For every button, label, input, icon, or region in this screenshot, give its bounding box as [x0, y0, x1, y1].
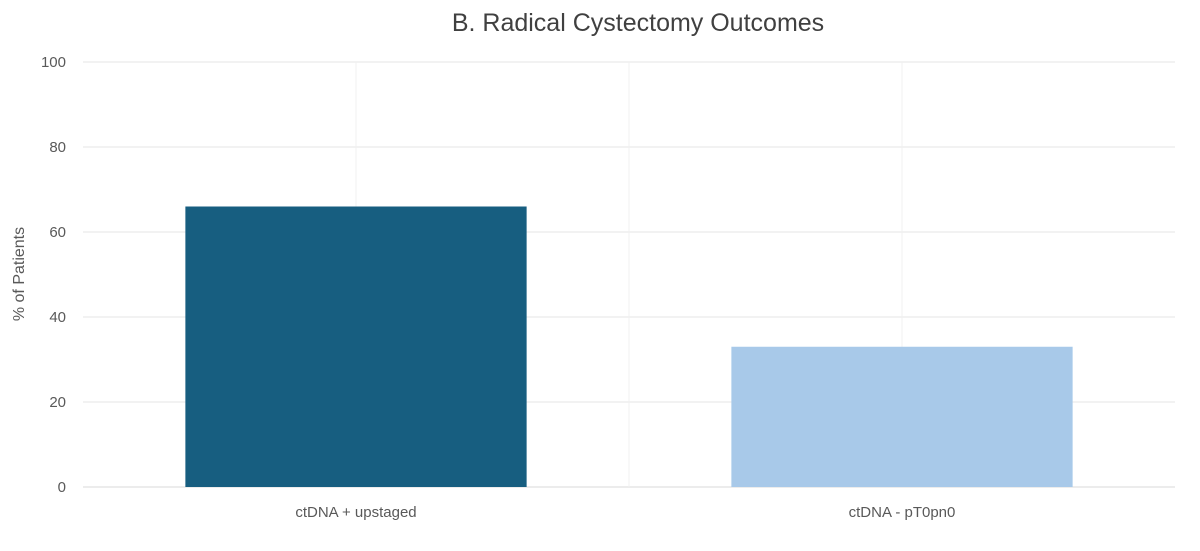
- bars: [185, 206, 1073, 487]
- y-tick-label: 0: [58, 479, 66, 496]
- bar-2: [731, 346, 1073, 487]
- y-tick-label: 60: [49, 224, 66, 241]
- x-axis-ticks: ctDNA + upstaged ctDNA - pT0pn0: [295, 504, 955, 521]
- y-tick-label: 40: [49, 309, 66, 326]
- y-tick-label: 80: [49, 139, 66, 156]
- bar-1: [185, 206, 527, 487]
- y-tick-label: 100: [41, 54, 66, 71]
- y-tick-label: 20: [49, 394, 66, 411]
- x-tick-label: ctDNA - pT0pn0: [849, 504, 956, 521]
- chart-title: B. Radical Cystectomy Outcomes: [452, 9, 824, 37]
- y-axis-title: % of Patients: [11, 227, 28, 321]
- y-axis-ticks: 0 20 40 60 80 100: [41, 54, 66, 496]
- x-tick-label: ctDNA + upstaged: [295, 504, 416, 521]
